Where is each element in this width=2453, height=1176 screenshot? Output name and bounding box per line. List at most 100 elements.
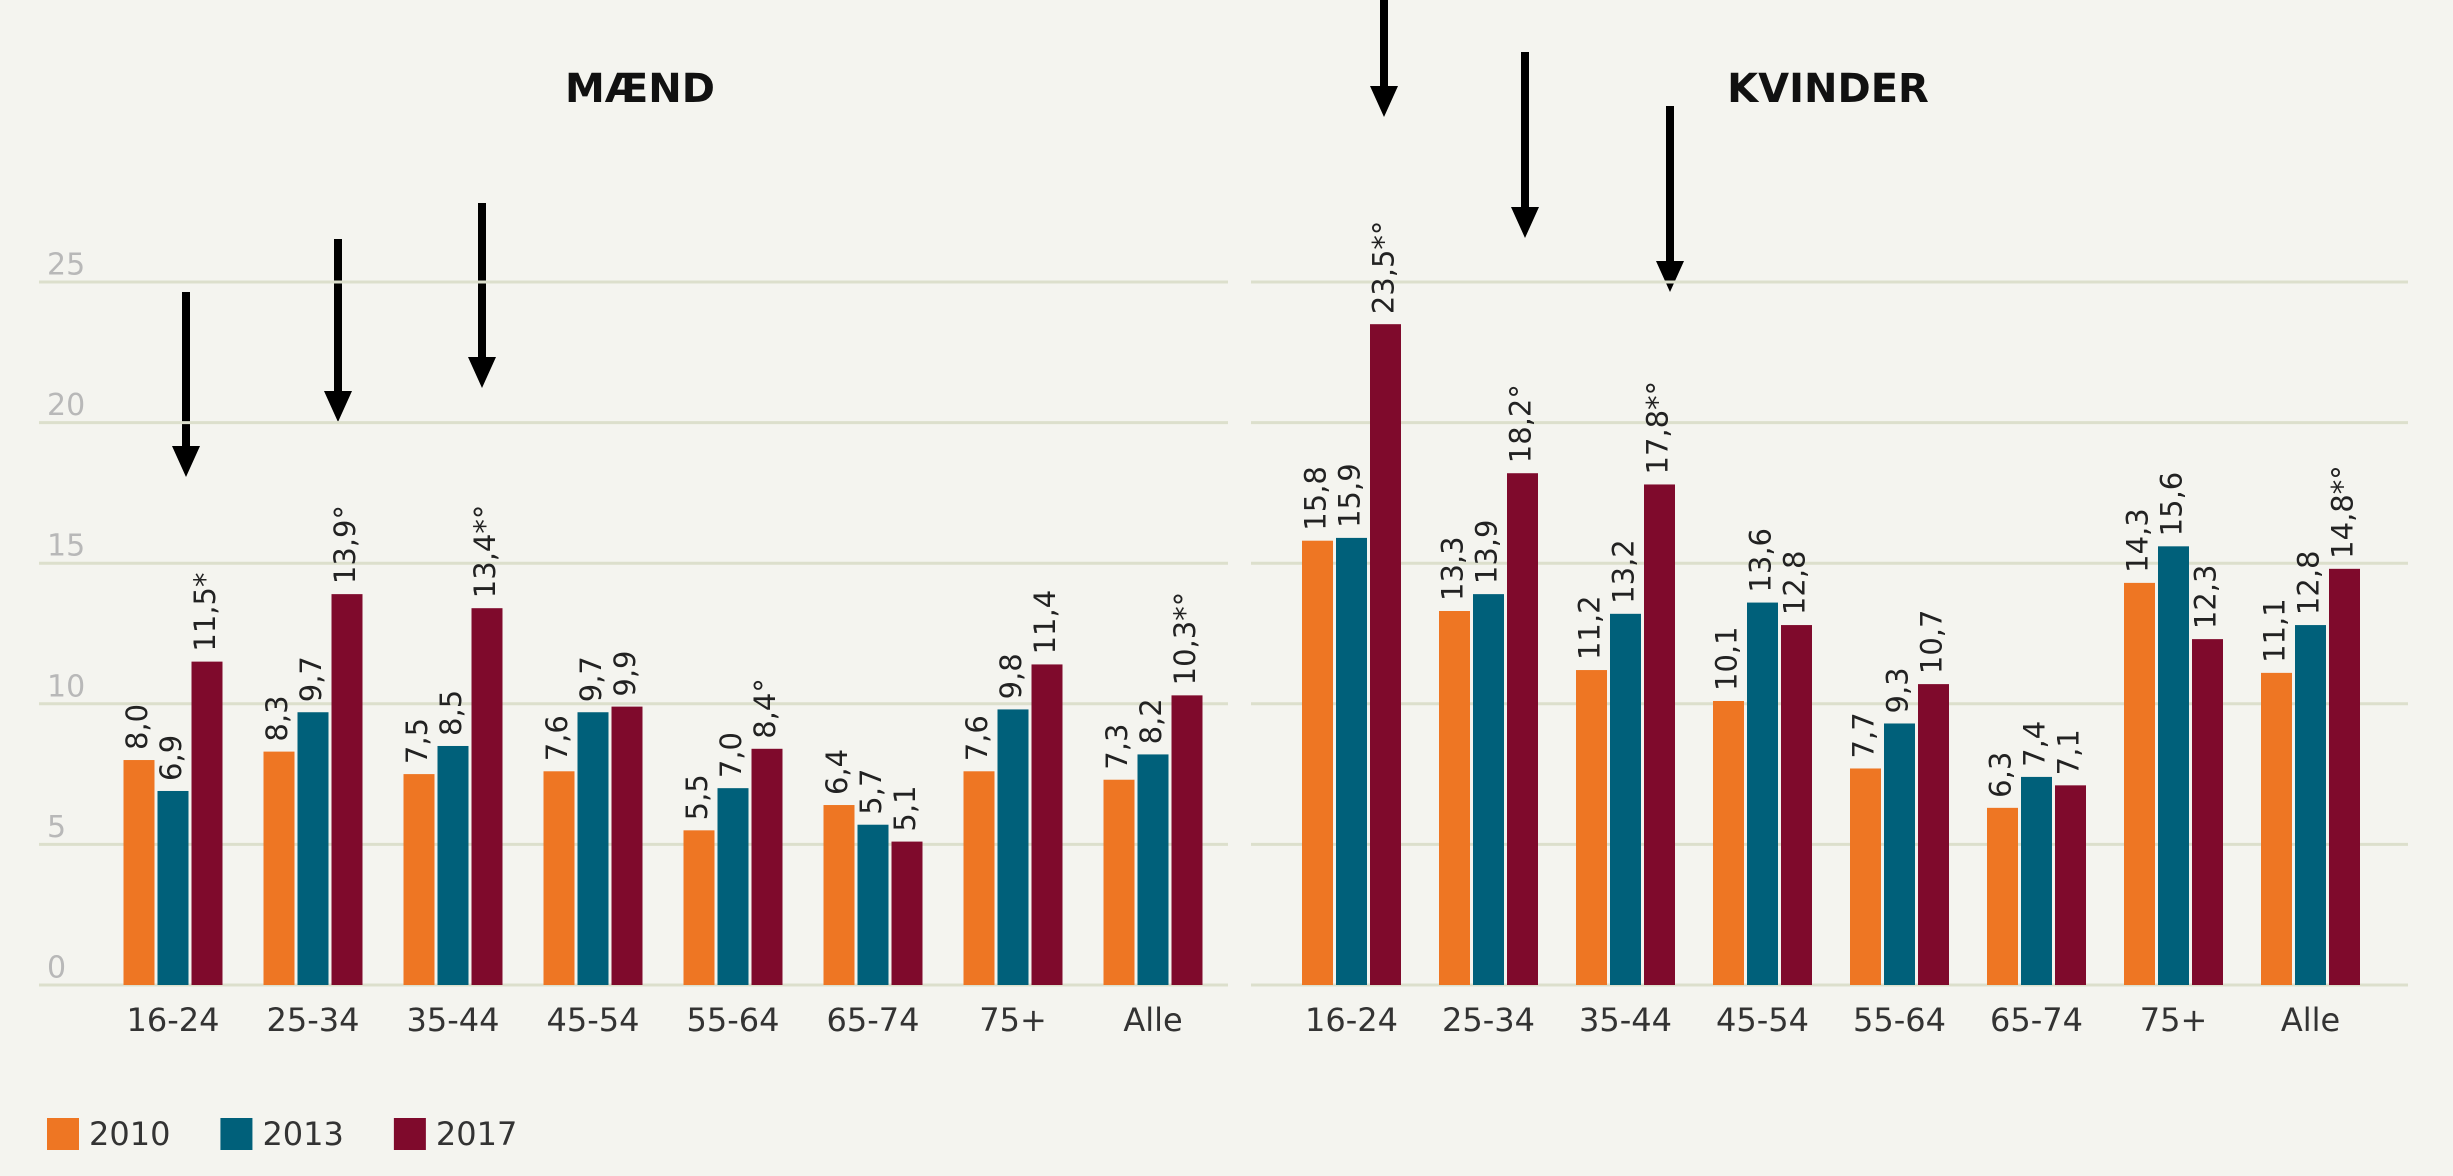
value-label: 10,1 <box>1710 626 1744 691</box>
y-tick-label: 20 <box>47 388 85 423</box>
arrow-head <box>324 391 352 422</box>
value-label: 13,9 <box>1470 520 1504 585</box>
x-tick-label: 16-24 <box>127 1001 220 1039</box>
value-label: 13,3 <box>1436 536 1470 601</box>
value-label: 9,3 <box>1881 667 1915 713</box>
value-label: 5,5 <box>680 774 714 820</box>
value-label: 8,3 <box>260 695 294 741</box>
x-tick-label: 65-74 <box>1990 1001 2083 1039</box>
value-label: 14,8*° <box>2326 465 2360 559</box>
bar <box>1336 537 1367 985</box>
value-label: 12,3 <box>2189 565 2223 630</box>
bar <box>1918 684 1949 985</box>
value-label: 13,2 <box>1607 539 1641 604</box>
value-label: 7,0 <box>714 732 748 778</box>
x-tick-label: 75+ <box>2140 1001 2208 1039</box>
bar <box>2261 672 2292 985</box>
value-label: 5,7 <box>854 769 888 815</box>
bar <box>1644 484 1675 985</box>
legend-swatch <box>47 1118 79 1150</box>
bar <box>1576 670 1607 985</box>
x-tick-label: 16-24 <box>1305 1001 1398 1039</box>
value-label: 9,7 <box>294 656 328 702</box>
value-label: 7,5 <box>400 718 434 764</box>
y-tick-label: 10 <box>47 669 85 704</box>
bar <box>437 745 469 985</box>
bar <box>1713 700 1744 985</box>
bar <box>1137 754 1169 985</box>
bar <box>1610 613 1641 985</box>
value-label: 9,8 <box>994 653 1028 699</box>
chart-title: MÆND <box>565 66 715 112</box>
bar <box>123 760 155 985</box>
bar <box>1473 594 1504 985</box>
bar <box>997 709 1029 985</box>
x-tick-label: 55-64 <box>1853 1001 1946 1039</box>
value-label: 7,6 <box>540 715 574 761</box>
value-label: 11,2 <box>1573 595 1607 660</box>
legend-swatch <box>393 1118 426 1150</box>
value-label: 15,9 <box>1333 463 1367 528</box>
bar <box>1439 611 1470 985</box>
bar <box>857 824 889 985</box>
value-label: 9,7 <box>574 656 608 702</box>
x-tick-label: 25-34 <box>267 1001 360 1039</box>
bar <box>403 774 435 985</box>
x-tick-label: 65-74 <box>827 1001 920 1039</box>
x-tick-label: 25-34 <box>1442 1001 1535 1039</box>
arrow-head <box>1370 86 1398 117</box>
legend-label: 2013 <box>262 1115 343 1153</box>
y-tick-label: 25 <box>47 248 85 283</box>
value-label: 7,6 <box>960 715 994 761</box>
legend-label: 2017 <box>436 1115 517 1153</box>
bar <box>1884 723 1915 985</box>
value-label: 6,9 <box>154 735 188 781</box>
bar <box>2192 639 2223 985</box>
bar <box>1747 602 1778 985</box>
bar <box>471 608 503 985</box>
bar <box>1850 768 1881 985</box>
value-label: 15,8 <box>1299 466 1333 531</box>
bar <box>2329 568 2360 985</box>
bar <box>543 771 575 985</box>
value-label: 8,0 <box>120 704 154 750</box>
legend-swatch <box>220 1118 253 1150</box>
arrow-head <box>468 357 496 388</box>
bar <box>157 790 189 985</box>
value-label: 23,5*° <box>1367 221 1401 315</box>
value-label: 17,8*° <box>1641 381 1675 475</box>
arrow-head <box>172 446 200 477</box>
value-label: 12,8 <box>1778 550 1812 615</box>
x-tick-label: 35-44 <box>1579 1001 1672 1039</box>
value-label: 7,4 <box>2018 721 2052 767</box>
value-label: 7,1 <box>2052 729 2086 775</box>
value-label: 9,9 <box>608 650 642 696</box>
x-tick-label: 45-54 <box>547 1001 640 1039</box>
legend-label: 2010 <box>89 1115 170 1153</box>
value-label: 8,5 <box>434 690 468 736</box>
bar <box>2158 546 2189 985</box>
value-label: 8,2 <box>1134 698 1168 744</box>
x-tick-label: Alle <box>1123 1001 1182 1039</box>
value-label: 10,3*° <box>1168 592 1202 686</box>
bar <box>963 771 995 985</box>
bar <box>891 841 923 985</box>
bar <box>1507 473 1538 985</box>
bar <box>1302 540 1333 985</box>
bar <box>2295 625 2326 985</box>
bar <box>2021 776 2052 985</box>
bar <box>1103 779 1135 985</box>
y-tick-label: 0 <box>47 951 66 986</box>
bar <box>2124 582 2155 985</box>
bar <box>191 661 223 985</box>
value-label: 6,3 <box>1984 752 2018 798</box>
value-label: 8,4° <box>748 678 782 739</box>
value-label: 10,7 <box>1915 610 1949 675</box>
arrow-head <box>1511 207 1539 238</box>
y-tick-label: 15 <box>47 529 85 564</box>
bar <box>1987 807 2018 985</box>
bar <box>1370 324 1401 985</box>
bar <box>1031 664 1063 985</box>
